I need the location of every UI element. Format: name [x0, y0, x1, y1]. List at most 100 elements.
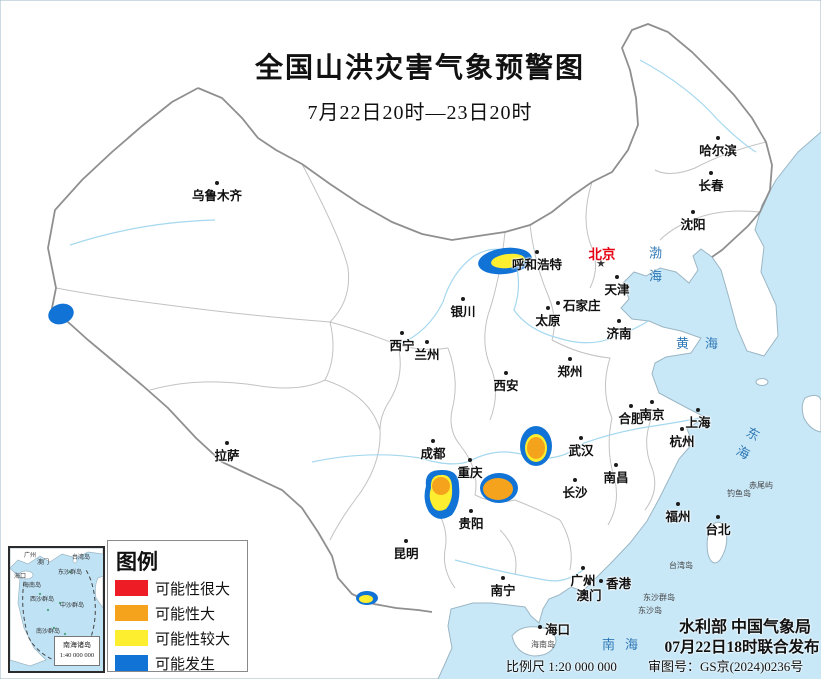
city-label: 台北: [705, 523, 731, 537]
city-dot-icon: [650, 400, 654, 404]
city-dot-icon: [461, 297, 465, 301]
province-borders: [55, 141, 767, 589]
city-label: 太原: [535, 314, 561, 328]
legend-item-label: 可能性很大: [155, 581, 231, 598]
city-label: 兰州: [414, 348, 440, 362]
warning-blobs: [48, 247, 552, 605]
city-label: 西安: [493, 379, 519, 393]
legend-item-label: 可能发生: [155, 656, 216, 673]
city-dot-icon: [691, 210, 695, 214]
city-label: 南宁: [490, 584, 516, 598]
city-label: 天津: [604, 283, 630, 297]
city-dot-icon: [573, 478, 577, 482]
city-label: 呼和浩特: [511, 258, 563, 272]
city-dot-icon: [696, 408, 700, 412]
inset-title: 南海诸岛: [63, 641, 91, 649]
city-dot-icon: [587, 581, 591, 585]
taiwan-island: [706, 521, 728, 564]
city-label: 海口: [545, 623, 571, 637]
hainan-island: [511, 626, 557, 657]
warning-blob-guizhou: [480, 473, 518, 503]
city-dot-icon: [716, 136, 720, 140]
inset-land-west: [10, 567, 47, 667]
city-label: 银川: [450, 305, 476, 319]
city-dot-icon: [680, 427, 684, 431]
legend-item-label: 可能性较大: [155, 631, 231, 648]
inset-land-north: [10, 548, 103, 569]
footer-issued: 07月22日18时联合发布: [664, 639, 820, 656]
city-label: 武汉: [568, 444, 594, 458]
city-dot-icon: [568, 357, 572, 361]
legend-item: 可能性很大: [115, 580, 247, 598]
legend-title: 图例: [116, 550, 158, 574]
legend-item: 可能性较大: [115, 630, 247, 648]
city-dot-icon: [215, 181, 219, 185]
legend-swatch-orange: [115, 605, 148, 621]
footer-publisher: 水利部 中国气象局: [678, 619, 811, 636]
city-label: 长沙: [562, 486, 588, 500]
legend-item-label: 可能性大: [155, 606, 216, 623]
city-label: 长春: [698, 179, 724, 193]
inset-land-east: [94, 575, 103, 609]
city-label: 重庆: [457, 466, 483, 480]
city-dot-icon: [501, 576, 505, 580]
city-label: 南京: [639, 408, 665, 422]
city-dot-icon: [431, 439, 435, 443]
inset-scale-box: 南海诸岛 1:40 000 000: [54, 636, 100, 666]
city-label: 福州: [665, 510, 691, 524]
city-dot-icon: [556, 301, 560, 305]
city-label: 昆明: [393, 547, 419, 561]
city-dot-icon: [425, 340, 429, 344]
city-label: 乌鲁木齐: [191, 189, 243, 203]
offshore-island: [801, 394, 821, 433]
inset-scale: 1:40 000 000: [59, 652, 95, 659]
city-dot-icon: [404, 539, 408, 543]
city-label: 拉萨: [214, 449, 240, 463]
city-label: 合肥: [618, 412, 644, 426]
capital-star-icon: ★: [596, 258, 606, 270]
city-label: 沈阳: [680, 218, 706, 232]
city-dot-icon: [469, 509, 473, 513]
warning-blob-south-sichuan: [424, 469, 460, 519]
city-dot-icon: [579, 436, 583, 440]
national-border: [47, 23, 773, 613]
city-label: 济南: [606, 327, 632, 341]
city-dot-icon: [468, 458, 472, 462]
inset-map-graphic: [10, 548, 103, 667]
city-dot-icon: [629, 404, 633, 408]
city-label: 石家庄: [563, 299, 601, 313]
city-label: 成都: [420, 447, 446, 461]
city-dot-icon: [599, 579, 603, 583]
city-dot-icon: [504, 371, 508, 375]
inset-hainan: [18, 570, 34, 580]
city-dot-icon: [225, 441, 229, 445]
city-dot-icon: [614, 463, 618, 467]
legend-item: 可能发生: [115, 655, 247, 673]
warning-blob-hohhot: [478, 247, 532, 275]
city-dot-icon: [716, 515, 720, 519]
warning-blob-west-hubei: [520, 426, 552, 466]
warning-blob-west-xinjiang: [48, 303, 74, 325]
city-label: 上海: [685, 416, 711, 430]
legend-item: 可能性大: [115, 605, 247, 623]
legend: 图例 可能性很大 可能性大 可能性较大 可能发生: [107, 540, 248, 673]
inset-island-dots: [38, 570, 72, 636]
city-dot-icon: [400, 331, 404, 335]
city-label: 杭州: [669, 435, 695, 449]
legend-swatch-yellow: [115, 630, 148, 646]
city-label: 南昌: [603, 471, 629, 485]
city-dot-icon: [535, 250, 539, 254]
jeju-island: [755, 378, 769, 386]
city-dot-icon: [676, 502, 680, 506]
city-dot-icon: [581, 566, 585, 570]
inset-taiwan: [72, 554, 78, 564]
city-dot-icon: [617, 319, 621, 323]
city-dot-icon: [538, 625, 542, 629]
city-dot-icon: [546, 306, 550, 310]
city-label: 贵阳: [458, 517, 484, 531]
city-label: 哈尔滨: [699, 144, 737, 158]
capital-label: 北京: [588, 247, 616, 262]
city-dot-icon: [709, 171, 713, 175]
